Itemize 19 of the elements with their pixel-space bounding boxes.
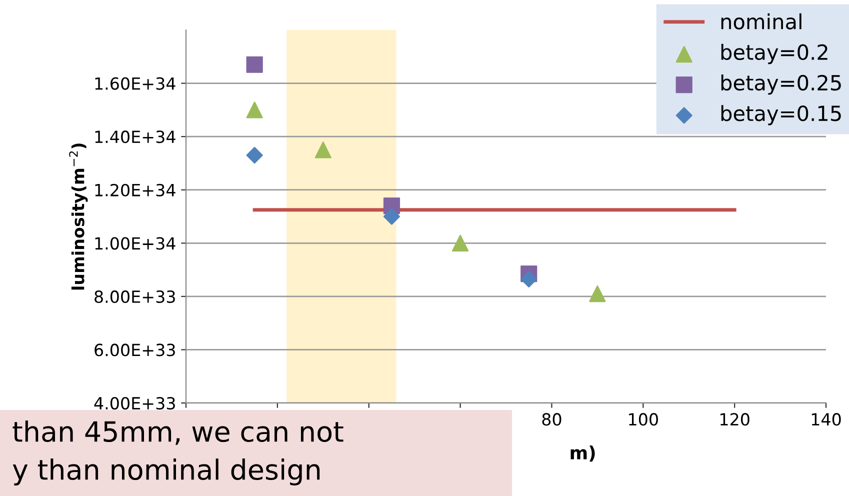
text: y than nominal design bbox=[12, 458, 320, 486]
legend-label: betay=0.25 bbox=[721, 74, 841, 95]
x-tick-label: 120 bbox=[720, 413, 750, 426]
y-tick-label: 6.00E+33 bbox=[94, 344, 175, 356]
x-tick-label: 140 bbox=[812, 413, 841, 426]
legend-label: betay=0.2 bbox=[721, 44, 828, 64]
y-tick-label: 1.00E+34 bbox=[95, 237, 176, 250]
x-axis-title: m) bbox=[570, 446, 595, 462]
y-tick-label: 1.60E+34 bbox=[95, 77, 176, 90]
text: than 45mm, we can not bbox=[12, 420, 344, 445]
x-tick-label: 80 bbox=[542, 413, 562, 426]
y-axis-title: luminosity(m$^{−2}$) bbox=[69, 144, 88, 290]
y-tick-label: 4.00E+33 bbox=[94, 396, 175, 410]
y-tick-label: 1.20E+34 bbox=[95, 184, 176, 196]
legend-label: betay=0.15 bbox=[721, 105, 841, 126]
legend-label: nominal bbox=[721, 13, 802, 30]
x-tick-label: 100 bbox=[629, 413, 658, 426]
y-tick-label: 8.00E+33 bbox=[94, 290, 175, 303]
y-tick-label: 1.40E+34 bbox=[95, 130, 176, 144]
